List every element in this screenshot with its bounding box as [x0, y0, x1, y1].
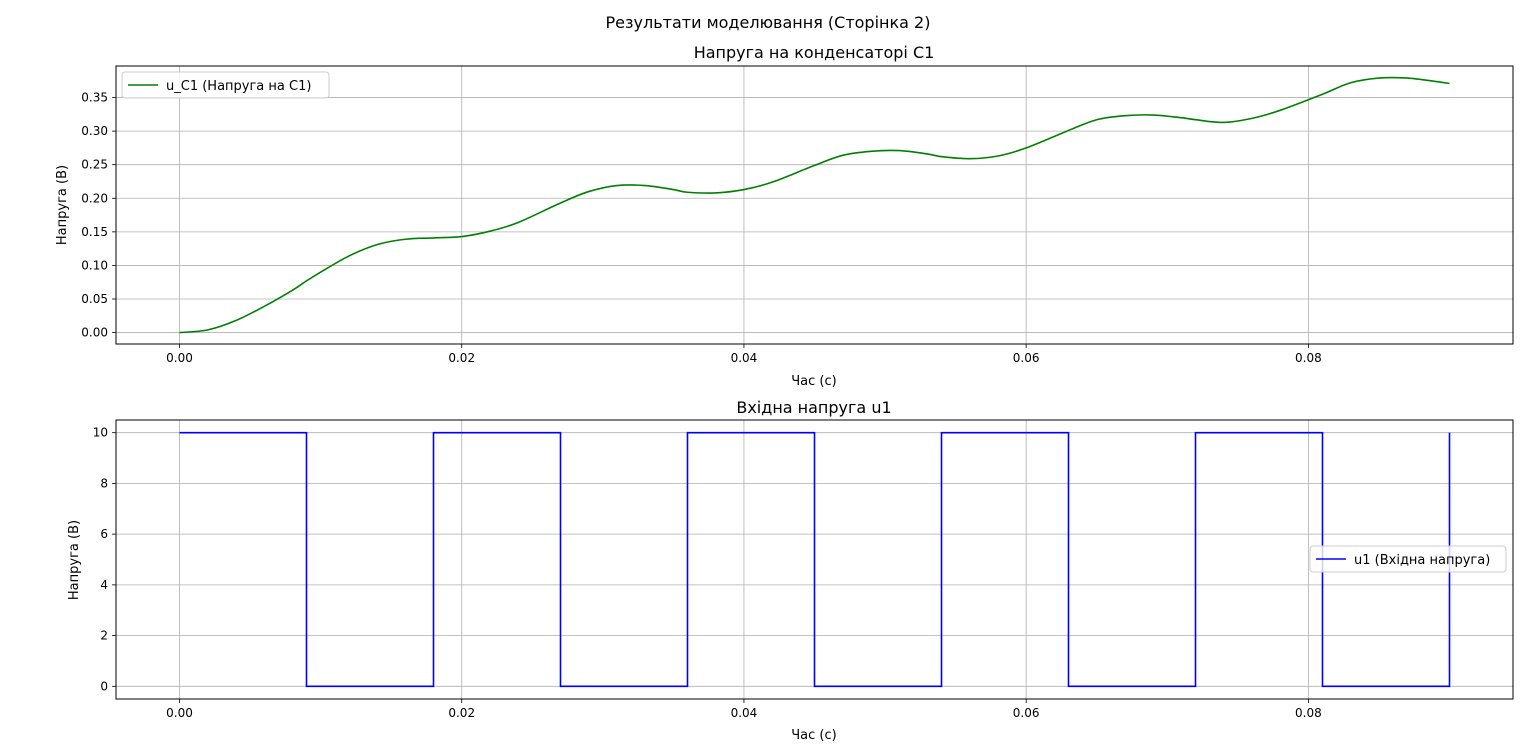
y-tick-label: 10 — [93, 426, 108, 440]
x-tick-label: 0.08 — [1295, 351, 1322, 365]
x-ticks: 0.00 0.02 0.04 0.06 0.08 — [166, 344, 1322, 365]
y-tick-label: 8 — [100, 476, 108, 490]
x-tick-label: 0.00 — [166, 706, 193, 720]
legend-label: u_C1 (Напруга на C1) — [166, 79, 311, 94]
x-tick-label: 0.04 — [731, 351, 758, 365]
x-tick-label: 0.06 — [1013, 351, 1040, 365]
y-tick-label: 0.00 — [81, 326, 108, 340]
x-tick-label: 0.04 — [731, 706, 758, 720]
y-tick-label: 0.05 — [81, 292, 108, 306]
y-tick-label: 0.35 — [81, 91, 108, 105]
y-tick-label: 0.15 — [81, 225, 108, 239]
y-tick-label: 0 — [100, 679, 108, 693]
y-tick-label: 2 — [100, 629, 108, 643]
legend: u_C1 (Напруга на C1) — [121, 71, 330, 99]
legend-box — [121, 71, 330, 99]
y-tick-label: 0.25 — [81, 158, 108, 172]
x-tick-label: 0.00 — [166, 351, 193, 365]
plot-frame — [115, 65, 1514, 345]
plot-title: Вхідна напруга u1 — [736, 398, 891, 417]
legend: u1 (Вхідна напруга) — [1309, 545, 1507, 573]
plot-area — [116, 66, 1513, 344]
series-line-u1 — [179, 431, 1451, 688]
series-layer — [179, 431, 1451, 688]
y-tick-label: 4 — [100, 578, 108, 592]
legend-box — [1309, 545, 1507, 573]
series-layer — [179, 76, 1450, 334]
y-tick-label: 0.10 — [81, 258, 108, 272]
y-axis-label: Напруга (В) — [67, 520, 82, 600]
x-ticks: 0.00 0.02 0.04 0.06 0.08 — [166, 699, 1322, 720]
y-ticks: 0.00 0.05 0.10 0.15 0.20 0.25 0.30 0.35 — [81, 91, 116, 340]
y-tick-label: 0.30 — [81, 124, 108, 138]
x-axis-label: Час (с) — [791, 374, 836, 389]
x-tick-label: 0.08 — [1295, 706, 1322, 720]
y-axis-label: Напруга (В) — [55, 165, 70, 245]
plot-frame — [115, 419, 1514, 700]
x-axis-label: Час (с) — [791, 728, 836, 743]
input-voltage-plot: Вхідна напруга u1 0.00 0.02 0.04 0.06 0.08 0… — [67, 398, 1514, 743]
x-tick-label: 0.02 — [448, 351, 475, 365]
x-tick-label: 0.02 — [448, 706, 475, 720]
y-tick-label: 0.20 — [81, 191, 108, 205]
y-ticks: 0 2 4 6 8 10 — [93, 426, 116, 693]
plot-title: Напруга на конденсаторі C1 — [694, 43, 935, 62]
capacitor-voltage-plot: Напруга на конденсаторі C1 0.00 0.02 0.04 0… — [55, 43, 1514, 389]
grid — [116, 66, 1513, 344]
legend-label: u1 (Вхідна напруга) — [1354, 553, 1490, 568]
figure-suptitle: Результати моделювання (Сторінка 2) — [606, 13, 931, 32]
x-tick-label: 0.06 — [1013, 706, 1040, 720]
series-line-u-c1 — [179, 76, 1450, 334]
y-tick-label: 6 — [100, 527, 108, 541]
